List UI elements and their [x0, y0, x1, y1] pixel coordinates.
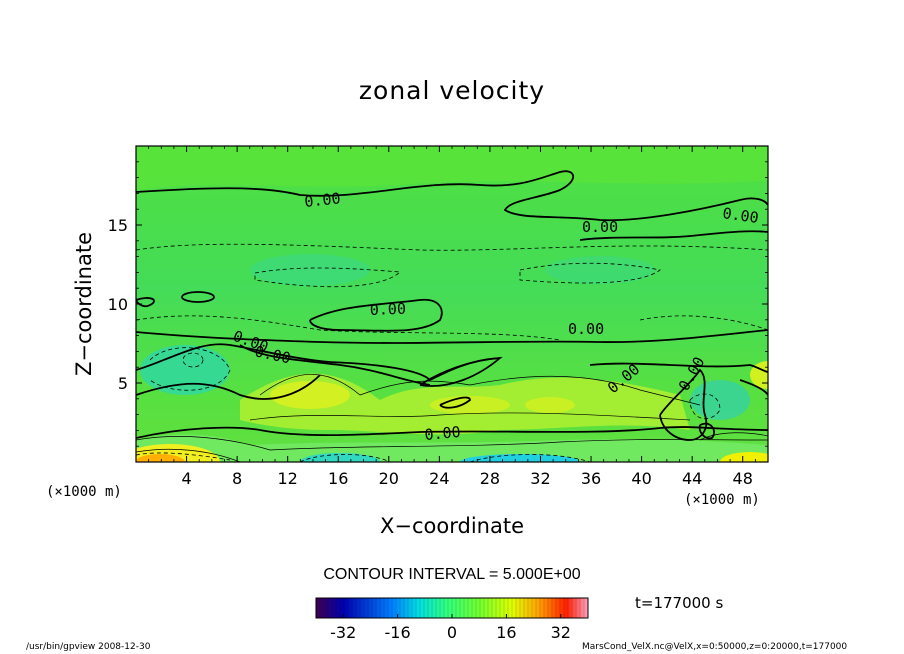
field-neg-pocket-1 — [140, 345, 230, 395]
y-tick-label: 5 — [118, 374, 128, 393]
footer-left: /usr/bin/gpview 2008-12-30 — [26, 642, 151, 652]
colorbar-tick-label: -16 — [385, 623, 411, 642]
colorbar-tick-label: 32 — [551, 623, 571, 642]
x-unit-right: (×1000 m) — [684, 492, 760, 508]
field-bottom-neg-1 — [300, 453, 380, 462]
velocity-field — [136, 146, 768, 462]
contour-interval: CONTOUR INTERVAL = 5.000E+00 — [323, 566, 581, 583]
x-tick-label: 4 — [181, 469, 191, 488]
colorbar-tick-label: -32 — [330, 623, 356, 642]
y-tick-label: 15 — [108, 216, 128, 235]
contour-label: 0.00 — [304, 189, 342, 211]
field-neg-pocket-2 — [250, 254, 370, 286]
x-tick-label: 48 — [733, 469, 753, 488]
x-tick-label: 36 — [581, 469, 601, 488]
field-neg-pocket-4 — [690, 380, 750, 420]
x-tick-label: 32 — [530, 469, 550, 488]
zero-contours — [136, 170, 768, 441]
contour-label: 0.00 — [582, 218, 618, 236]
x-axis-label: X−coordinate — [380, 514, 524, 538]
field-right-pos — [750, 361, 768, 389]
x-tick-label: 16 — [328, 469, 348, 488]
time-readout: t=177000 s — [635, 594, 724, 612]
field-jet-core-1 — [270, 381, 350, 409]
contour-label: 0.00 — [568, 320, 604, 338]
field-upper-band — [136, 146, 768, 190]
contour-label: 0.00 — [370, 300, 407, 319]
x-tick-label: 40 — [631, 469, 651, 488]
colorbar-ticks: -32 -16 0 16 32 — [330, 614, 571, 642]
x-tick-label: 12 — [278, 469, 298, 488]
negative-contours — [136, 243, 768, 462]
contour-label: 0.00 — [424, 423, 462, 444]
x-tick-label: 44 — [682, 469, 702, 488]
x-tick-label: 24 — [429, 469, 449, 488]
field-neg-pocket-3 — [545, 256, 655, 284]
colorbar-tick-label: 16 — [496, 623, 516, 642]
field-bottom-pos-right — [720, 452, 768, 462]
footer-right: MarsCond_VelX.nc@VelX,x=0:50000,z=0:2000… — [582, 642, 848, 652]
chart-title: zonal velocity — [358, 76, 546, 105]
x-unit-left: (×1000 m) — [46, 484, 122, 500]
colorbar-tick-label: 0 — [447, 623, 457, 642]
x-tick-label: 20 — [379, 469, 399, 488]
contour-label: 0.00 — [721, 204, 759, 227]
x-tick-label: 28 — [480, 469, 500, 488]
colorbar-stripes — [315, 598, 589, 618]
y-tick-label: 10 — [108, 295, 128, 314]
y-axis-label: Z−coordinate — [72, 232, 96, 376]
field-bottom-layer — [136, 434, 768, 462]
x-tick-label: 8 — [232, 469, 242, 488]
field-jet-core-3 — [525, 397, 575, 413]
